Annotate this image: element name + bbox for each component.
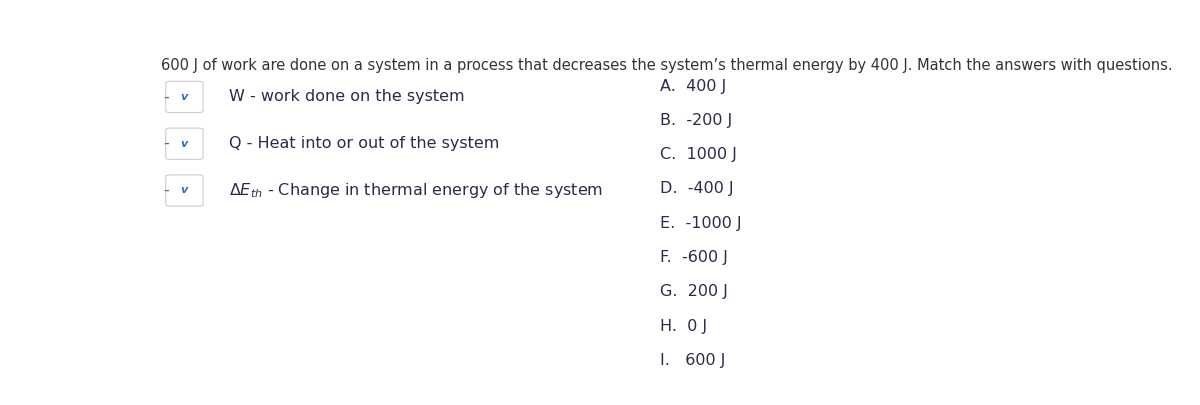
Text: C.  1000 J: C. 1000 J bbox=[660, 147, 737, 162]
FancyBboxPatch shape bbox=[166, 81, 203, 113]
Text: v: v bbox=[181, 185, 188, 196]
Text: G.  200 J: G. 200 J bbox=[660, 284, 727, 299]
Text: A.  400 J: A. 400 J bbox=[660, 79, 726, 94]
FancyBboxPatch shape bbox=[166, 128, 203, 159]
Text: H.  0 J: H. 0 J bbox=[660, 319, 707, 334]
Text: -: - bbox=[163, 90, 169, 104]
Text: v: v bbox=[181, 139, 188, 149]
Text: F.  -600 J: F. -600 J bbox=[660, 250, 727, 265]
Text: B.  -200 J: B. -200 J bbox=[660, 113, 732, 128]
Text: -: - bbox=[163, 183, 169, 198]
Text: $\Delta E_{th}$ - Change in thermal energy of the system: $\Delta E_{th}$ - Change in thermal ener… bbox=[229, 181, 604, 200]
Text: -: - bbox=[163, 136, 169, 151]
Text: W - work done on the system: W - work done on the system bbox=[229, 90, 464, 104]
Text: v: v bbox=[181, 92, 188, 102]
Text: D.  -400 J: D. -400 J bbox=[660, 181, 733, 196]
Text: Q - Heat into or out of the system: Q - Heat into or out of the system bbox=[229, 136, 499, 151]
Text: I.   600 J: I. 600 J bbox=[660, 353, 725, 368]
Text: 600 J of work are done on a system in a process that decreases the system’s ther: 600 J of work are done on a system in a … bbox=[161, 58, 1172, 73]
FancyBboxPatch shape bbox=[166, 175, 203, 206]
Text: E.  -1000 J: E. -1000 J bbox=[660, 216, 742, 231]
